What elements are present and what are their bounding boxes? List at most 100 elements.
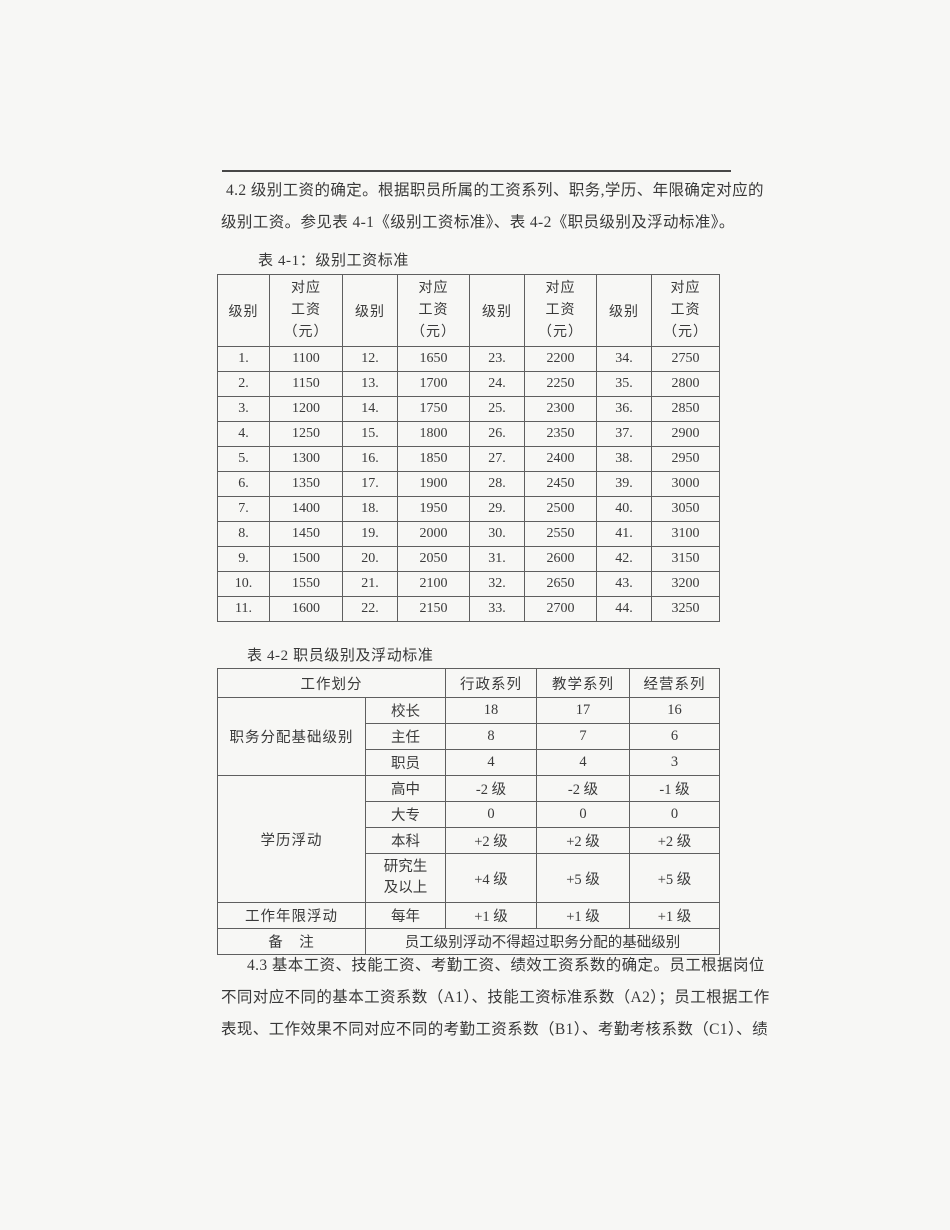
table-row: 4. 1250 15. 1800 26. 2350 37. 2900: [217, 421, 720, 447]
table-cell: 8: [445, 723, 537, 750]
table-cell: 1200: [269, 396, 343, 422]
table-row: 本科 +2 级 +2 级 +2 级: [218, 827, 720, 854]
table-cell: 23.: [469, 346, 525, 372]
grade-header: 级别: [596, 274, 652, 347]
table-cell: 35.: [596, 371, 652, 397]
table-cell: 1800: [397, 421, 470, 447]
table-cell: 6.: [217, 471, 270, 497]
table-cell: -2 级: [536, 775, 630, 802]
table-row: 10. 1550 21. 2100 32. 2650 43. 3200: [217, 571, 720, 597]
table-row: 主任 8 7 6: [218, 723, 720, 750]
table-cell: 1900: [397, 471, 470, 497]
table-cell: -1 级: [629, 775, 720, 802]
table-cell: 1400: [269, 496, 343, 522]
table-cell: 2800: [651, 371, 720, 397]
paragraph-4-3: 4.3 基本工资、技能工资、考勤工资、绩效工资系数的确定。员工根据岗位 不同对应…: [221, 950, 770, 1046]
table-row: 7. 1400 18. 1950 29. 2500 40. 3050: [217, 496, 720, 522]
table-cell: 2150: [397, 596, 470, 622]
table-cell: 44.: [596, 596, 652, 622]
table-cell: 33.: [469, 596, 525, 622]
table-cell: 2950: [651, 446, 720, 472]
table-cell: 2450: [524, 471, 597, 497]
table-cell: 1350: [269, 471, 343, 497]
table-cell: 1300: [269, 446, 343, 472]
table-row: 5. 1300 16. 1850 27. 2400 38. 2950: [217, 446, 720, 472]
table-cell: 2050: [397, 546, 470, 572]
sub-label: 高中: [365, 775, 446, 802]
table-cell: 4: [536, 749, 630, 776]
table-cell: 1600: [269, 596, 343, 622]
table-cell: +1 级: [536, 902, 630, 929]
table-cell: 1750: [397, 396, 470, 422]
seniority-float-label: 工作年限浮动: [217, 902, 366, 929]
table-cell: 18.: [342, 496, 398, 522]
sub-label: 每年: [365, 902, 446, 929]
table-cell: 27.: [469, 446, 525, 472]
table-cell: 14.: [342, 396, 398, 422]
table-cell: +5 级: [536, 853, 630, 903]
table-cell: 2200: [524, 346, 597, 372]
remark-text: 员工级别浮动不得超过职务分配的基础级别: [365, 928, 720, 955]
table-cell: 30.: [469, 521, 525, 547]
table-cell: 17: [536, 697, 630, 724]
table-cell: 20.: [342, 546, 398, 572]
table-row: 6. 1350 17. 1900 28. 2450 39. 3000: [217, 471, 720, 497]
education-float-label: 学历浮动: [217, 775, 366, 903]
table-cell: 22.: [342, 596, 398, 622]
table-cell: 1850: [397, 446, 470, 472]
table-cell: 7: [536, 723, 630, 750]
grade-salary-table: 级别 对应 工资 （元） 级别 对应 工资 （元） 级别 对应 工资 （元） 级…: [217, 274, 720, 622]
table-row: 学历浮动 高中 -2 级 -2 级 -1 级: [217, 775, 720, 903]
table-cell: 3: [629, 749, 720, 776]
table-cell: 31.: [469, 546, 525, 572]
paragraph-line: 不同对应不同的基本工资系数（A1）、技能工资标准系数（A2）；员工根据工作: [221, 989, 770, 1006]
table-header-row: 级别 对应 工资 （元） 级别 对应 工资 （元） 级别 对应 工资 （元） 级…: [217, 274, 720, 347]
table-cell: +1 级: [629, 902, 720, 929]
admin-series-header: 行政系列: [445, 668, 537, 698]
paragraph-line: 级别工资。参见表 4-1《级别工资标准》、表 4-2《职员级别及浮动标准》。: [221, 213, 735, 231]
table-cell: 1500: [269, 546, 343, 572]
table-cell: 2650: [524, 571, 597, 597]
table-cell: 15.: [342, 421, 398, 447]
table-cell: 2700: [524, 596, 597, 622]
table-row: 8. 1450 19. 2000 30. 2550 41. 3100: [217, 521, 720, 547]
table-cell: 10.: [217, 571, 270, 597]
table-cell: 21.: [342, 571, 398, 597]
table-cell: 2350: [524, 421, 597, 447]
table-cell: 1700: [397, 371, 470, 397]
sub-label: 主任: [365, 723, 446, 750]
table-cell: 28.: [469, 471, 525, 497]
table-cell: 43.: [596, 571, 652, 597]
grade-header: 级别: [469, 274, 525, 347]
table-row: 9. 1500 20. 2050 31. 2600 42. 3150: [217, 546, 720, 572]
table-cell: 38.: [596, 446, 652, 472]
salary-header: 对应 工资 （元）: [651, 274, 720, 347]
table-cell: 12.: [342, 346, 398, 372]
table-cell: 7.: [217, 496, 270, 522]
duty-base-grade-label: 职务分配基础级别: [217, 697, 366, 776]
table-cell: 1100: [269, 346, 343, 372]
table-cell: 6: [629, 723, 720, 750]
table-cell: 1150: [269, 371, 343, 397]
table-cell: 4: [445, 749, 537, 776]
table-cell: 19.: [342, 521, 398, 547]
table-cell: 2300: [524, 396, 597, 422]
paragraph-4-2: 4.2 级别工资的确定。根据职员所属的工资系列、职务,学历、年限确定对应的 级别…: [221, 175, 764, 238]
remark-label: 备 注: [217, 928, 366, 955]
table-cell: 39.: [596, 471, 652, 497]
table-cell: 2850: [651, 396, 720, 422]
table-row: 职员 4 4 3: [218, 749, 720, 776]
staff-grade-float-table: 工作划分 行政系列 教学系列 经营系列 职务分配基础级别 校长 18 17 16…: [217, 668, 720, 955]
work-division-header: 工作划分: [217, 668, 446, 698]
table-cell: 3200: [651, 571, 720, 597]
business-series-header: 经营系列: [629, 668, 720, 698]
sub-label: 校长: [365, 697, 446, 724]
table-cell: 2100: [397, 571, 470, 597]
table-cell: 42.: [596, 546, 652, 572]
table-cell: 3050: [651, 496, 720, 522]
table-cell: 37.: [596, 421, 652, 447]
table-cell: 40.: [596, 496, 652, 522]
table-cell: 0: [536, 801, 630, 828]
grade-salary-table-body: 1. 1100 12. 1650 23. 2200 34. 2750 2. 1150 13. 1700…: [217, 346, 720, 622]
salary-header: 对应 工资 （元）: [524, 274, 597, 347]
